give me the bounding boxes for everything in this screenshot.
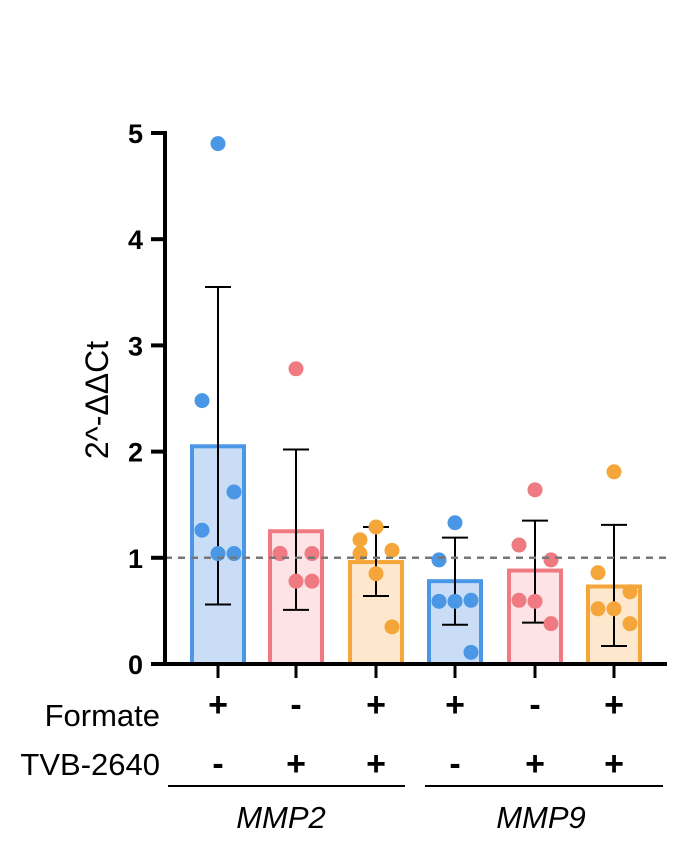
y-tick-label-0: 0 <box>128 650 143 680</box>
tvb-sign-2: + <box>286 745 306 783</box>
data-point-mmp2-blue-1 <box>210 136 226 152</box>
y-tick-label-1: 1 <box>128 544 143 574</box>
y-tick-label-2: 2 <box>128 438 143 468</box>
data-point-mmp9-red-5 <box>527 593 543 609</box>
tvb-2640-row-label: TVB-2640 <box>20 747 160 782</box>
data-point-mmp2-orange-3 <box>384 542 400 558</box>
data-point-mmp9-blue-1 <box>447 515 463 531</box>
y-tick-label-3: 3 <box>128 331 143 361</box>
formate-sign-4: + <box>445 686 465 724</box>
tvb-sign-6: + <box>604 745 624 783</box>
data-point-mmp2-blue-2 <box>194 393 210 409</box>
data-point-mmp2-blue-4 <box>194 522 210 538</box>
y-axis-title: 2^-ΔΔCt <box>79 341 115 459</box>
data-point-mmp9-red-6 <box>543 616 559 632</box>
data-point-mmp2-red-1 <box>288 361 304 377</box>
data-point-mmp2-orange-5 <box>368 566 384 582</box>
y-tick-label-4: 4 <box>128 225 143 255</box>
tvb-sign-3: + <box>366 745 386 783</box>
data-point-mmp9-blue-6 <box>463 644 479 660</box>
data-point-mmp2-orange-1 <box>368 519 384 535</box>
mmp2-group-label: MMP2 <box>236 800 326 835</box>
data-point-mmp9-blue-5 <box>447 593 463 609</box>
data-point-mmp9-orange-6 <box>622 616 638 632</box>
data-point-mmp2-orange-6 <box>384 619 400 635</box>
formate-sign-6: + <box>604 686 624 724</box>
data-point-mmp9-orange-4 <box>590 601 606 617</box>
data-point-mmp9-red-4 <box>511 592 527 608</box>
data-point-mmp9-blue-3 <box>463 592 479 608</box>
data-point-mmp9-blue-4 <box>431 593 447 609</box>
formate-sign-3: + <box>366 686 386 724</box>
formate-sign-2: - <box>290 686 301 724</box>
data-point-mmp9-blue-2 <box>431 552 447 568</box>
mmp9-group-label: MMP9 <box>496 800 586 835</box>
y-tick-label-5: 5 <box>128 119 143 149</box>
data-point-mmp9-red-1 <box>527 482 543 498</box>
formate-sign-1: + <box>208 686 228 724</box>
tvb-sign-4: - <box>449 745 460 783</box>
data-point-mmp2-red-6 <box>304 573 320 589</box>
data-point-mmp9-orange-1 <box>606 464 622 480</box>
data-point-mmp9-red-3 <box>543 552 559 568</box>
data-point-mmp9-orange-3 <box>622 584 638 600</box>
data-point-mmp2-blue-3 <box>226 484 242 500</box>
tvb-sign-5: + <box>525 745 545 783</box>
data-point-mmp9-orange-2 <box>590 565 606 581</box>
data-point-mmp2-red-5 <box>288 573 304 589</box>
data-point-mmp9-red-2 <box>511 537 527 553</box>
data-point-mmp2-orange-2 <box>352 532 368 548</box>
data-point-mmp9-orange-5 <box>606 601 622 617</box>
formate-row-label: Formate <box>45 698 160 733</box>
plot-area: 0 1 2 3 4 5 + - - + + + + - - + + + <box>128 119 667 783</box>
tvb-sign-1: - <box>212 745 223 783</box>
formate-sign-5: - <box>529 686 540 724</box>
